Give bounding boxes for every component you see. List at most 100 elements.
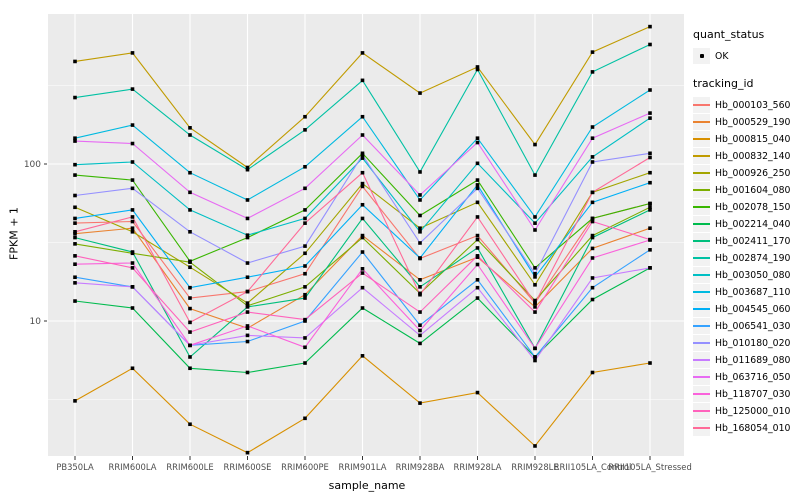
data-point-marker (360, 354, 365, 358)
data-point-marker (590, 285, 595, 290)
data-point-marker (73, 281, 77, 285)
data-point-marker (130, 186, 135, 191)
data-point-marker (590, 297, 595, 302)
data-point-marker (648, 151, 652, 156)
data-point-marker (245, 289, 250, 294)
legend-label-ok: OK (715, 50, 729, 62)
legend-item-label: Hb_000832_140 (715, 150, 791, 162)
legend-item-Hb_002078_150: Hb_002078_150 (693, 199, 799, 215)
data-point-marker (245, 310, 250, 314)
data-point-marker (418, 310, 422, 314)
data-point-marker (590, 370, 595, 375)
data-point-marker (245, 261, 250, 265)
data-point-marker (475, 285, 480, 290)
data-point-marker (303, 164, 307, 169)
data-point-marker (418, 170, 422, 174)
data-point-marker (188, 208, 192, 212)
legend-line-swatch-icon (693, 138, 710, 140)
legend-line-swatch-icon (693, 308, 710, 310)
x-tick-label: RRII105LA_Control (554, 462, 632, 472)
data-point-marker (188, 366, 192, 371)
legend-item-Hb_168054_010: Hb_168054_010 (693, 420, 799, 436)
data-point-marker (475, 183, 480, 187)
legend-key-box (693, 165, 710, 181)
legend-item-label: Hb_010180_020 (715, 337, 791, 349)
legend-item-Hb_003050_080: Hb_003050_080 (693, 267, 799, 283)
data-point-marker (418, 213, 422, 218)
legend-key-box (693, 114, 710, 130)
data-point-marker (590, 246, 595, 251)
data-point-marker (418, 328, 422, 333)
data-point-marker (360, 267, 365, 271)
data-point-marker (475, 200, 480, 205)
data-point-marker (533, 444, 537, 448)
x-tick-label: RRIM928LE (511, 462, 558, 472)
data-point-marker (475, 178, 480, 182)
legend-item-Hb_118707_030: Hb_118707_030 (693, 386, 799, 402)
data-point-marker (188, 355, 192, 359)
legend-key-box (693, 335, 710, 351)
legend-key-box (693, 352, 710, 368)
data-point-marker (590, 235, 595, 240)
legend-item-label: Hb_168054_010 (715, 422, 791, 434)
legend-item-Hb_010180_020: Hb_010180_020 (693, 335, 799, 351)
legend-line-swatch-icon (693, 189, 710, 191)
legend-item-Hb_002214_040: Hb_002214_040 (693, 216, 799, 232)
legend-key-box (693, 386, 710, 402)
data-point-marker (245, 167, 250, 172)
data-point-marker (360, 202, 365, 207)
legend-item-label: Hb_125000_010 (715, 405, 791, 417)
legend-line-swatch-icon (693, 257, 710, 259)
data-point-marker (130, 123, 135, 127)
legend-item-label: Hb_000103_560 (715, 99, 791, 111)
legend-line-swatch-icon (693, 359, 710, 361)
data-point-marker (73, 162, 77, 167)
legend-item-Hb_000926_250: Hb_000926_250 (693, 165, 799, 181)
legend-item-Hb_003687_110: Hb_003687_110 (693, 284, 799, 300)
y-tick-label: 100 (24, 160, 41, 170)
x-tick-label: PB350LA (56, 462, 94, 472)
data-point-marker (533, 283, 537, 287)
x-tick-label: RRII105LA_Stressed (608, 462, 692, 472)
data-point-marker (245, 333, 250, 338)
data-point-marker (475, 140, 480, 145)
data-point-marker (303, 216, 307, 221)
data-point-marker (188, 265, 192, 270)
data-point-marker (73, 399, 77, 403)
legend-item-label: Hb_002411_170 (715, 235, 791, 247)
data-point-marker (475, 67, 480, 72)
data-point-marker (648, 42, 652, 47)
data-point-marker (245, 216, 250, 221)
data-point-marker (130, 219, 135, 224)
data-point-marker (648, 201, 652, 206)
x-tick-label: RRIM600LE (166, 462, 213, 472)
data-point-marker (533, 301, 537, 305)
data-point-marker (360, 181, 365, 186)
data-point-marker (648, 208, 652, 212)
legend-line-swatch-icon (693, 274, 710, 276)
data-point-marker (130, 250, 135, 254)
data-point-marker (590, 276, 595, 280)
x-tick-label: RRIM928LA (454, 462, 502, 472)
legend-line-swatch-icon (693, 240, 710, 242)
data-point-marker (73, 95, 77, 100)
legend-item-Hb_000529_190: Hb_000529_190 (693, 114, 799, 130)
data-point-marker (188, 422, 192, 427)
data-point-marker (303, 271, 307, 276)
data-point-marker (475, 277, 480, 282)
legend-key-box (693, 216, 710, 232)
legend-line-swatch-icon (693, 172, 710, 174)
data-point-marker (533, 228, 537, 232)
data-point-marker (360, 233, 365, 238)
data-point-marker (648, 226, 652, 231)
data-point-marker (303, 285, 307, 289)
data-point-marker (188, 306, 192, 311)
ok-key-box (693, 48, 710, 64)
data-point-marker (73, 231, 77, 236)
data-point-marker (303, 345, 307, 350)
data-point-marker (418, 323, 422, 328)
data-point-marker (590, 200, 595, 205)
legend-item-label: Hb_000926_250 (715, 167, 791, 179)
data-point-marker (418, 285, 422, 289)
data-point-marker (73, 254, 77, 258)
